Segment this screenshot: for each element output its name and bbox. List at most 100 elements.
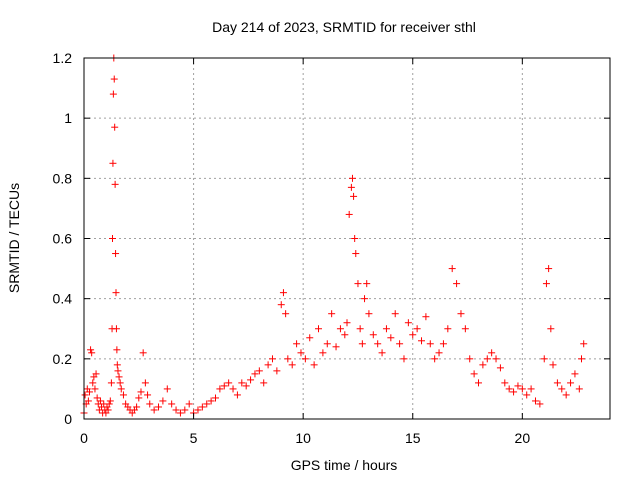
data-point xyxy=(347,183,355,191)
data-point xyxy=(163,385,171,393)
data-point xyxy=(540,355,548,363)
data-point xyxy=(323,340,331,348)
chart-title: Day 214 of 2023, SRMTID for receiver sth… xyxy=(212,19,476,35)
data-point xyxy=(382,325,390,333)
data-point xyxy=(112,289,120,297)
data-point xyxy=(553,379,561,387)
data-point xyxy=(510,388,518,396)
data-point xyxy=(150,406,158,414)
data-point xyxy=(387,334,395,342)
data-point xyxy=(135,394,143,402)
data-point xyxy=(185,400,193,408)
data-point xyxy=(297,349,305,357)
data-point xyxy=(109,90,117,98)
data-point xyxy=(378,349,386,357)
data-point xyxy=(356,325,364,333)
data-point xyxy=(567,379,575,387)
x-tick-label: 0 xyxy=(80,430,88,446)
data-point xyxy=(84,397,92,405)
y-tick-label: 0.8 xyxy=(53,170,73,186)
data-point xyxy=(479,361,487,369)
y-tick-label: 1 xyxy=(64,110,72,126)
x-axis-ticks: 0 5 10 15 20 xyxy=(80,58,530,446)
data-point xyxy=(139,349,147,357)
y-axis-label: SRMTID / TECUs xyxy=(6,183,22,293)
data-point xyxy=(107,379,115,387)
data-point xyxy=(580,340,588,348)
data-point xyxy=(571,370,579,378)
data-point xyxy=(505,385,513,393)
data-point xyxy=(315,325,323,333)
data-point xyxy=(181,406,189,414)
data-point xyxy=(96,397,104,405)
data-point xyxy=(146,400,154,408)
data-point xyxy=(352,250,360,258)
data-point xyxy=(109,159,117,167)
data-point xyxy=(279,289,287,297)
data-point xyxy=(93,394,101,402)
data-point xyxy=(453,280,461,288)
data-point xyxy=(350,192,358,200)
data-point xyxy=(141,379,149,387)
data-point xyxy=(233,391,241,399)
data-point xyxy=(264,361,272,369)
data-point xyxy=(255,367,263,375)
data-point xyxy=(293,340,301,348)
data-point xyxy=(242,382,250,390)
data-point xyxy=(444,325,452,333)
data-point xyxy=(542,280,550,288)
data-point xyxy=(198,403,206,411)
data-point xyxy=(418,337,426,345)
y-tick-label: 1.2 xyxy=(53,50,73,66)
data-point xyxy=(116,379,124,387)
x-tick-label: 20 xyxy=(515,430,531,446)
data-point xyxy=(111,180,119,188)
data-point xyxy=(413,325,421,333)
x-tick-label: 10 xyxy=(295,430,311,446)
data-point xyxy=(119,391,127,399)
data-point xyxy=(431,355,439,363)
y-tick-label: 0.6 xyxy=(53,231,73,247)
data-point xyxy=(341,331,349,339)
data-point xyxy=(251,370,259,378)
data-point xyxy=(461,325,469,333)
data-point xyxy=(216,385,224,393)
data-point xyxy=(328,310,336,318)
data-point xyxy=(531,397,539,405)
data-point xyxy=(361,295,369,303)
y-tick-label: 0.4 xyxy=(53,291,73,307)
data-point xyxy=(112,250,120,258)
data-point xyxy=(212,394,219,402)
data-point xyxy=(105,400,113,408)
data-point xyxy=(466,355,474,363)
data-point xyxy=(439,340,447,348)
data-point xyxy=(282,310,290,318)
data-point xyxy=(492,355,500,363)
data-point xyxy=(203,400,211,408)
data-point xyxy=(369,331,377,339)
data-point xyxy=(483,355,491,363)
data-point xyxy=(496,364,504,372)
data-point xyxy=(273,367,281,375)
data-point xyxy=(85,388,93,396)
data-point xyxy=(501,379,509,387)
data-point xyxy=(277,301,285,309)
data-point xyxy=(547,325,555,333)
data-point xyxy=(144,391,152,399)
data-point xyxy=(113,361,121,369)
data-point xyxy=(400,355,408,363)
data-point xyxy=(117,385,125,393)
data-point xyxy=(514,382,522,390)
data-point xyxy=(207,397,215,405)
data-point xyxy=(220,382,228,390)
data-point xyxy=(345,210,353,218)
y-tick-label: 0 xyxy=(64,411,72,427)
data-point xyxy=(448,265,456,273)
data-point xyxy=(108,235,116,242)
data-point xyxy=(87,346,95,354)
data-point xyxy=(89,379,97,387)
data-point xyxy=(111,123,119,131)
data-point xyxy=(475,379,482,387)
data-point xyxy=(343,319,351,327)
